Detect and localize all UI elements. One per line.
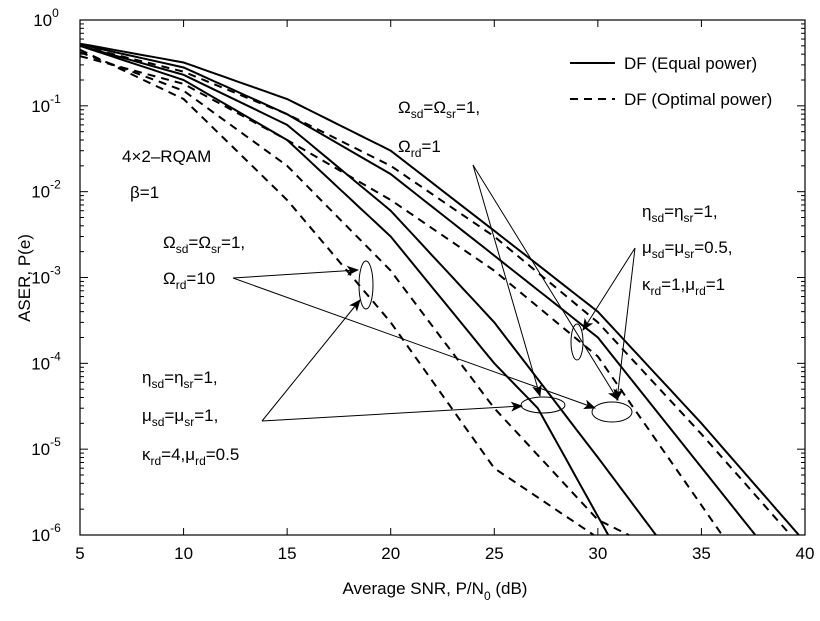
- ellipse-group-a-right: [591, 401, 633, 423]
- annotation-group-b: Ωsd=Ωsr=1, Ωrd=10: [163, 233, 245, 292]
- ann-c-line1: ηsd=ηsr=1,: [642, 202, 718, 225]
- y-tick-label: 100: [33, 6, 59, 30]
- beta-label: β=1: [130, 183, 159, 202]
- x-tick-label: 40: [796, 544, 815, 563]
- series-equal-power-4: [79, 42, 800, 536]
- ann-d-line3: κrd=4,μrd=0.5: [142, 445, 239, 468]
- y-tick-label: 10-2: [31, 178, 61, 202]
- y-tick-label: 10-5: [31, 435, 61, 459]
- annotation-group-d: ηsd=ηsr=1, μsd=μsr=1, κrd=4,μrd=0.5: [142, 368, 239, 468]
- ann-c-line2: μsd=μsr=0.5,: [642, 238, 733, 261]
- arrow-c-ellipse: [582, 247, 636, 331]
- arrow-b-ellipse: [232, 265, 359, 279]
- series-optimal-power-7: [79, 55, 723, 536]
- series-equal-power-1: [79, 44, 610, 536]
- x-tick-label: 25: [485, 544, 504, 563]
- y-tick-label: 10-4: [31, 349, 61, 373]
- y-tick-label: 10-3: [31, 264, 61, 288]
- x-tick-label: 30: [588, 544, 607, 563]
- x-tick-label: 35: [692, 544, 711, 563]
- ann-d-line2: μsd=μsr=1,: [142, 406, 218, 429]
- x-tick-label: 20: [381, 544, 400, 563]
- system-label: 4×2–RQAM: [122, 147, 211, 166]
- x-tick-label: 5: [75, 544, 84, 563]
- x-axis-label: Average SNR, P/N0 (dB): [343, 579, 528, 603]
- legend-label-optimal: DF (Optimal power): [624, 90, 772, 109]
- ellipse-group-b: [358, 260, 374, 310]
- x-tick-label: 15: [278, 544, 297, 563]
- y-axis-label: ASER, P(e): [15, 234, 34, 322]
- axis-ticks: 5 10 15 20 25 30 35 40 100 10-1 10-2 10-3 10-4 10-5 10…: [31, 6, 814, 563]
- series-optimal-power-5: [79, 48, 595, 536]
- ann-b-line1: Ωsd=Ωsr=1,: [163, 233, 245, 256]
- arrow-b-right: [232, 277, 596, 409]
- series-optimal-power-6: [79, 51, 630, 536]
- series-equal-power-2: [79, 44, 657, 536]
- ann-a-line2: Ωrd=1: [398, 137, 441, 160]
- arrow-d-ellipse: [261, 299, 361, 422]
- series-layer: [79, 42, 800, 536]
- series-optimal-power-8: [79, 44, 792, 536]
- ann-a-line1: Ωsd=Ωsr=1,: [398, 98, 480, 121]
- annotation-group-a: Ωsd=Ωsr=1, Ωrd=1: [398, 98, 480, 160]
- x-tick-label: 10: [174, 544, 193, 563]
- annotation-arrows: [232, 164, 636, 422]
- annotation-group-c: ηsd=ηsr=1, μsd=μsr=0.5, κrd=1,μrd=1: [642, 202, 733, 298]
- arrow-a-left: [472, 164, 542, 397]
- ann-d-line1: ηsd=ηsr=1,: [142, 368, 218, 391]
- ann-b-line2: Ωrd=10: [163, 269, 215, 292]
- y-tick-label: 10-1: [31, 92, 61, 116]
- arrow-c-right: [613, 247, 636, 401]
- ann-c-line3: κrd=1,μrd=1: [642, 275, 725, 298]
- legend-label-equal: DF (Equal power): [624, 54, 757, 73]
- legend: DF (Equal power) DF (Optimal power): [570, 54, 772, 109]
- ellipse-group-c: [570, 323, 584, 361]
- y-tick-label: 10-6: [31, 521, 61, 545]
- arrow-d-right: [261, 401, 523, 422]
- arrow-a-right: [472, 164, 619, 401]
- series-equal-power-3: [79, 43, 757, 536]
